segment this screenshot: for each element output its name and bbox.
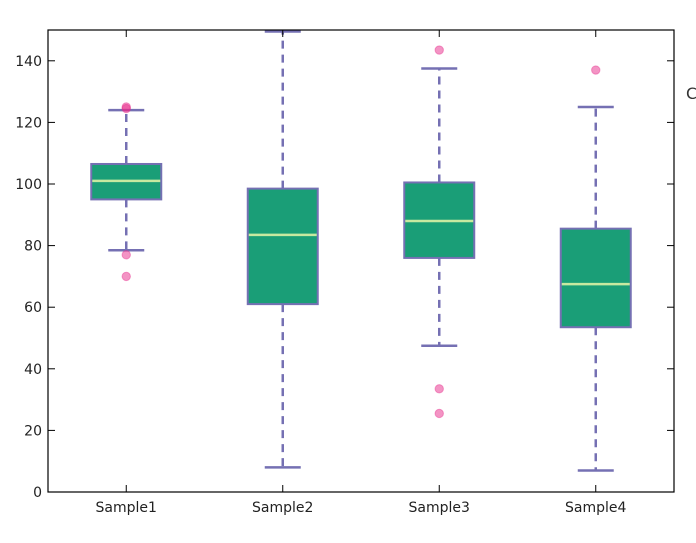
x-tick-label: Sample3	[409, 500, 470, 516]
y-tick-label: 80	[24, 239, 42, 255]
box-group-sample4	[559, 65, 632, 472]
outlier-point	[591, 65, 601, 75]
outlier-point	[434, 45, 444, 55]
y-tick-label: 100	[15, 177, 42, 193]
y-tick-label: 0	[33, 485, 42, 501]
outlier-point	[121, 250, 131, 260]
x-tick-label: Sample1	[96, 500, 157, 516]
box-group-sample3	[403, 45, 476, 419]
iqr-box	[559, 227, 632, 329]
x-tick-label: Sample2	[252, 500, 313, 516]
cropped-edge-text: C	[686, 84, 696, 103]
y-tick-label: 20	[24, 423, 42, 439]
x-tick-label: Sample4	[565, 500, 626, 516]
iqr-box	[246, 187, 319, 306]
outlier-point	[434, 384, 444, 394]
outlier-point	[121, 271, 131, 282]
plot-area	[90, 30, 632, 472]
box-group-sample2	[246, 30, 319, 469]
y-tick-label: 120	[15, 115, 42, 131]
outlier-point	[434, 408, 444, 419]
y-tick-label: 140	[15, 54, 42, 70]
y-tick-label: 40	[24, 362, 42, 378]
y-tick-label: 60	[24, 300, 42, 316]
box-group-sample1	[90, 102, 163, 282]
outlier-point	[121, 102, 131, 112]
axes-frame	[47, 29, 675, 493]
